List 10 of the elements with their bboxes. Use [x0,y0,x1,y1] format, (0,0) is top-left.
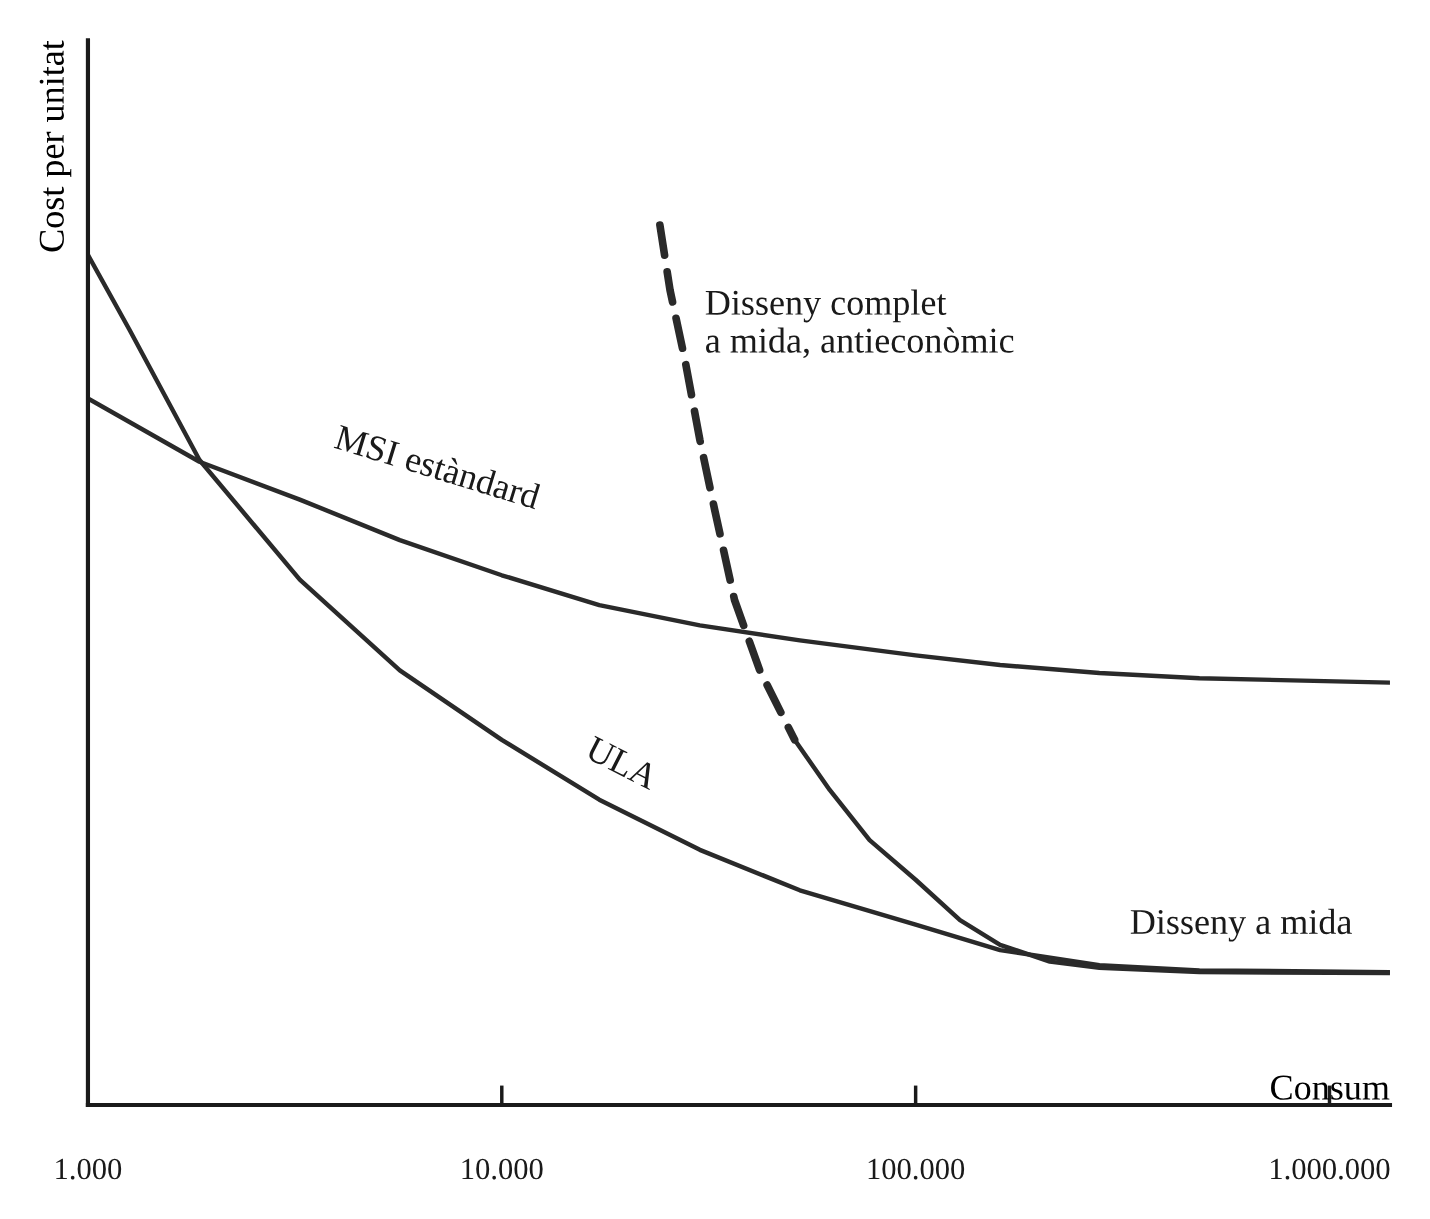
x-tick-label: 100.000 [868,1158,965,1180]
x-tick-label: 1.000 [56,1158,122,1180]
series-label: Disseny complet a mida, antieconòmic [705,289,1014,359]
x-tick-label: 10.000 [462,1158,543,1180]
text: ULA [584,735,661,791]
text: MSI estàndard [333,423,543,510]
x-axis-title: Consum [1271,1075,1390,1100]
y-axis-title: Cost per unitat [39,40,72,252]
series-label: Disseny a mida [1130,908,1352,942]
x-tick-label: 1.000.000 [1271,1158,1390,1180]
